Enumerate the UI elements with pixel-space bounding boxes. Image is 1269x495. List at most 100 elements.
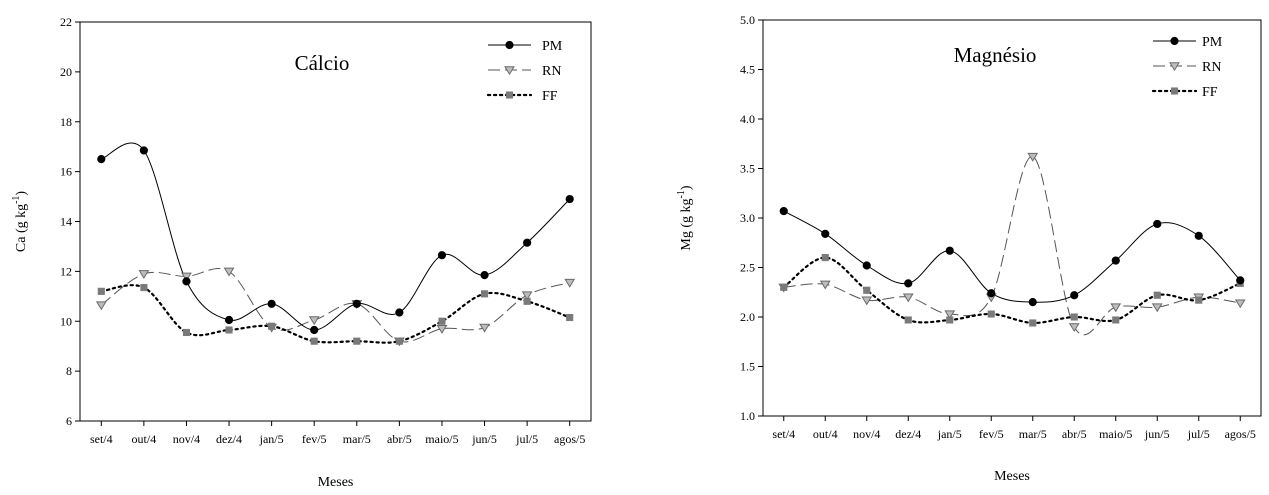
y-tick-label: 1.5 <box>740 360 755 374</box>
legend-label-rn: RN <box>1202 60 1221 75</box>
x-tick-label: nov/4 <box>853 427 880 441</box>
y-tick-label: 14 <box>60 215 72 229</box>
series-line-pm <box>101 142 571 331</box>
legend-label-pm: PM <box>542 39 563 54</box>
data-point-ff <box>310 337 318 345</box>
data-point-rn <box>1110 303 1122 313</box>
data-point-ff <box>780 283 788 291</box>
series-line-rn <box>100 268 570 343</box>
data-point-rn <box>1027 152 1039 162</box>
data-point-rn <box>521 291 533 301</box>
y-axis-title-close: ) <box>679 185 694 190</box>
data-point-pm <box>1153 219 1162 229</box>
data-point-rn <box>479 323 490 333</box>
x-tick-label: out/4 <box>132 432 157 446</box>
y-tick-label: 4.0 <box>740 112 755 126</box>
data-point-pm <box>904 279 913 288</box>
data-point-ff <box>97 287 105 295</box>
plot-frame <box>762 19 1262 417</box>
y-tick-label: 18 <box>60 115 72 129</box>
data-point-rn <box>95 301 107 311</box>
data-point-pm <box>97 155 106 164</box>
data-point-rn <box>902 293 914 303</box>
data-point-rn <box>944 310 956 320</box>
data-point-pm <box>182 277 191 286</box>
x-tick-label: agos/5 <box>1225 427 1256 441</box>
data-point-rn <box>819 280 831 290</box>
data-point-pm <box>310 325 319 335</box>
x-tick-label: jul/5 <box>1187 427 1210 441</box>
data-point-pm <box>821 229 830 238</box>
y-tick-label: 2.0 <box>740 310 755 324</box>
data-point-pm <box>139 146 148 155</box>
y-tick-label: 20 <box>60 65 72 79</box>
data-point-pm <box>523 238 532 247</box>
data-point-ff <box>353 337 361 345</box>
y-tick-label: 3.5 <box>740 162 755 176</box>
data-point-ff <box>987 310 995 318</box>
x-tick-label: nov/4 <box>173 432 200 446</box>
data-point-pm <box>779 206 788 216</box>
data-point-rn <box>1151 303 1163 313</box>
data-point-ff <box>480 290 489 298</box>
x-tick-label: abr/5 <box>387 432 412 446</box>
legend-marker-pm <box>505 40 514 50</box>
y-axis-title-main: Ca (g kg <box>14 204 29 252</box>
data-point-pm <box>267 299 276 308</box>
y-axis-title-sup: -1 <box>11 196 22 204</box>
y-tick-label: 3.0 <box>740 211 755 225</box>
data-point-pm <box>565 194 574 204</box>
y-axis-title-close: ) <box>14 191 29 196</box>
data-point-rn <box>138 270 150 280</box>
legend: PM RN FF <box>1151 35 1223 100</box>
y-axis-title: Mg (g kg-1) <box>676 185 694 250</box>
y-tick-label: 16 <box>60 165 72 179</box>
x-tick-label: jan/5 <box>937 427 962 441</box>
y-tick-label: 2.5 <box>740 261 755 275</box>
data-point-rn <box>1068 323 1080 333</box>
data-point-pm <box>1028 298 1037 307</box>
x-axis-title: Meses <box>318 475 354 490</box>
y-axis-title-sup: -1 <box>676 190 687 198</box>
y-tick-label: 12 <box>60 264 72 278</box>
y-tick-label: 6 <box>66 414 72 428</box>
series-markers-rn <box>778 152 1246 333</box>
series-markers-ff <box>780 254 1244 327</box>
y-tick-label: 22 <box>60 15 72 29</box>
x-tick-label: mar/5 <box>1019 427 1047 441</box>
data-point-ff <box>225 326 233 334</box>
data-point-pm <box>437 251 447 260</box>
legend-label-ff: FF <box>542 89 558 104</box>
chart-title: Magnésio <box>954 43 1037 67</box>
y-tick-label: 10 <box>60 314 72 328</box>
x-tick-label: set/4 <box>90 432 113 446</box>
data-point-pm <box>395 308 404 317</box>
data-point-ff <box>1195 296 1203 304</box>
x-tick-label: dez/4 <box>216 432 242 446</box>
data-point-pm <box>352 299 361 308</box>
data-point-rn <box>436 325 448 334</box>
legend-marker-rn <box>504 66 515 76</box>
data-point-ff <box>438 317 446 325</box>
y-tick-label: 5.0 <box>740 13 755 27</box>
data-point-ff <box>904 316 912 324</box>
data-point-ff <box>1112 316 1120 324</box>
series-markers-rn <box>95 267 576 347</box>
data-point-rn <box>564 278 576 288</box>
y-tick-label: 8 <box>66 364 72 378</box>
series-line-pm <box>783 210 1241 303</box>
legend-label-rn: RN <box>542 64 561 79</box>
legend-marker-pm <box>1170 36 1179 46</box>
data-point-ff <box>395 337 403 345</box>
x-tick-label: fev/5 <box>302 432 327 446</box>
data-point-ff <box>566 313 574 322</box>
data-point-ff <box>946 316 954 324</box>
legend-label-pm: PM <box>1202 35 1223 50</box>
data-point-ff <box>821 254 829 262</box>
data-point-ff <box>182 328 191 337</box>
x-tick-label: set/4 <box>772 427 795 441</box>
x-tick-label: out/4 <box>813 427 838 441</box>
data-point-ff <box>268 322 276 330</box>
